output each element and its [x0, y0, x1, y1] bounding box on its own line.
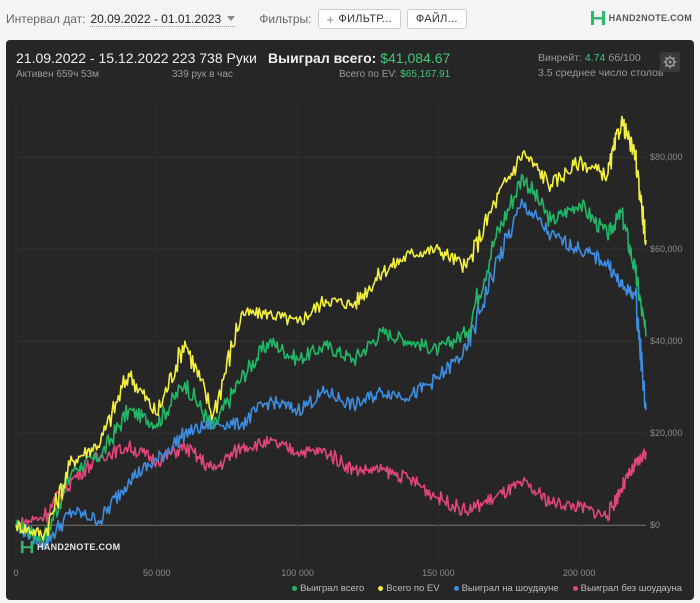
chart-legend: Выиграл всего Всего по EV Выиграл на шоу… [292, 583, 682, 594]
legend-label-showdown: Выиграл на шоудауне [461, 583, 559, 594]
series-line-ev [15, 115, 647, 541]
chevron-down-icon [227, 16, 236, 21]
hands-per-hour: 339 рук в час [172, 69, 233, 80]
chart-series-lines [15, 115, 647, 550]
y-tick-label: $20,000 [650, 428, 683, 438]
y-tick-label: $40,000 [650, 336, 683, 346]
y-tick-label: $80,000 [650, 152, 683, 162]
date-range-block: 21.09.2022 - 15.12.2022 Активен 659ч 53м [16, 50, 169, 80]
date-interval-value: 20.09.2022 - 01.01.2023 [90, 11, 222, 26]
legend-dot-non-showdown [572, 586, 578, 591]
legend-non-showdown[interactable]: Выиграл без шоудауна [572, 583, 682, 594]
y-tick-label: $60,000 [650, 244, 683, 254]
chart-grid [15, 102, 646, 562]
winnings-block: Выиграл всего: $41,084.67 Всего по EV: $… [268, 50, 450, 80]
legend-dot-won-total [292, 586, 298, 591]
won-total-label: Выиграл всего: [268, 50, 377, 66]
filters-label: Фильтры: [259, 12, 312, 26]
winrate-block: Винрейт: 4.74 бб/100 3.5 среднее число с… [538, 52, 664, 79]
add-filter-label: ФИЛЬТР... [338, 13, 392, 25]
avg-tables: 3.5 среднее число столов [538, 67, 664, 79]
legend-label-ev: Всего по EV [386, 583, 440, 594]
add-filter-button[interactable]: + ФИЛЬТР... [317, 9, 401, 29]
watermark-text: HAND2NOTE.COM [37, 542, 121, 552]
date-interval-label: Интервал дат: [6, 12, 86, 26]
legend-ev[interactable]: Всего по EV [378, 583, 440, 594]
file-button[interactable]: ФАЙЛ... [406, 9, 467, 29]
legend-dot-showdown [453, 586, 459, 591]
legend-label-non-showdown: Выиграл без шоудауна [580, 583, 682, 594]
x-tick-label: 50 000 [143, 568, 171, 578]
plus-icon: + [326, 11, 335, 27]
x-tick-label: 200 000 [563, 568, 596, 578]
x-tick-label: 0 [13, 568, 18, 578]
y-tick-label: $0 [650, 520, 660, 530]
watermark-logo: HAND2NOTE.COM [20, 540, 120, 554]
session-date-range: 21.09.2022 - 15.12.2022 [16, 50, 169, 66]
graph-panel: 21.09.2022 - 15.12.2022 Активен 659ч 53м… [6, 40, 694, 600]
legend-showdown[interactable]: Выиграл на шоудауне [453, 583, 559, 594]
active-time: Активен 659ч 53м [16, 69, 100, 80]
settings-button[interactable] [660, 52, 680, 72]
hands-block: 223 738 Руки 339 рук в час [172, 50, 257, 80]
gear-icon [663, 55, 677, 69]
series-line-non_showdown [15, 435, 647, 531]
legend-won-total[interactable]: Выиграл всего [292, 583, 364, 594]
logo-text: HAND2NOTE.COM [608, 13, 692, 23]
series-line-showdown [15, 198, 647, 550]
ev-total-label: Всего по EV: [338, 69, 398, 80]
app-logo: HAND2NOTE.COM [590, 10, 692, 26]
file-button-label: ФАЙЛ... [415, 13, 458, 25]
ev-total-value: $65,167.91 [400, 69, 451, 80]
winrate-value: 4.74 [584, 52, 606, 64]
x-tick-label: 100 000 [281, 568, 314, 578]
x-axis-labels: 0 50 000 100 000 150 000 200 000 [13, 568, 595, 578]
hand2note-logo-icon [20, 540, 34, 554]
y-axis-labels: $80,000 $60,000 $40,000 $20,000 $0 [650, 152, 683, 530]
date-interval-picker[interactable]: 20.09.2022 - 01.01.2023 [90, 11, 236, 27]
won-total-value: $41,084.67 [380, 50, 451, 66]
legend-label-won-total: Выиграл всего [300, 583, 365, 594]
x-tick-label: 150 000 [422, 568, 455, 578]
winrate-unit: бб/100 [608, 52, 641, 64]
filter-toolbar: Интервал дат: 20.09.2022 - 01.01.2023 Фи… [0, 0, 700, 38]
winrate-label: Винрейт: [538, 52, 582, 64]
series-line-won_total [15, 173, 647, 546]
hand2note-logo-icon [590, 11, 605, 25]
profit-chart: $80,000 $60,000 $40,000 $20,000 $0 0 50 000 10… [13, 102, 683, 578]
hands-count: 223 738 Руки [172, 50, 257, 66]
legend-dot-ev [378, 586, 384, 591]
